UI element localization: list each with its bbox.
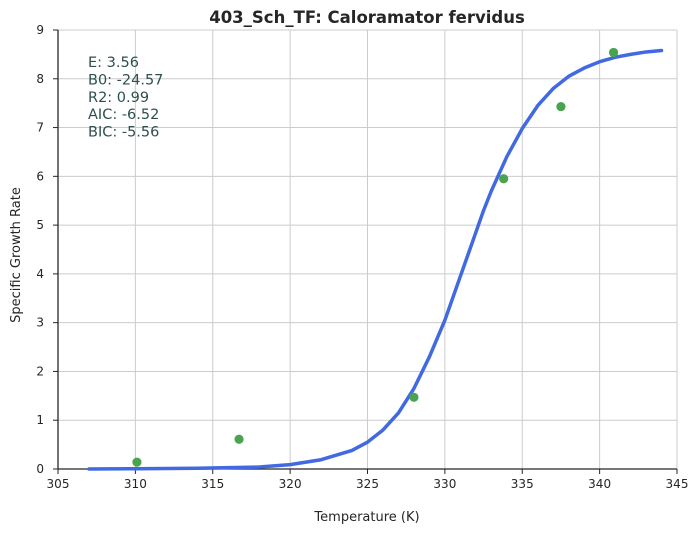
data-point [234,434,244,444]
y-tick-label: 7 [36,121,44,135]
y-tick-label: 6 [36,169,44,183]
y-tick-label: 3 [36,316,44,330]
annotation-line: AIC: -6.52 [88,107,159,123]
annotation-line: E: 3.56 [88,55,139,71]
data-point [556,101,566,112]
y-axis-label: Specific Growth Rate [9,187,24,323]
fit-curve [87,48,664,471]
y-tick-label: 2 [36,364,44,378]
y-tick-label: 0 [36,462,44,476]
annotation-line: BIC: -5.56 [88,125,159,141]
annotation-line: B0: -24.57 [88,72,163,88]
grid [57,29,678,470]
y-tick-labels: 0 1 2 3 4 5 6 7 8 9 [36,23,44,476]
data-point [409,392,419,402]
data-point [499,174,509,184]
x-tick-label: 330 [433,477,456,491]
y-tick-label: 8 [36,72,44,86]
x-tick-label: 345 [666,477,689,491]
x-tick-label: 305 [47,477,70,491]
y-tick-label: 5 [36,218,44,232]
chart-title: 403_Sch_TF: Caloramator fervidus [209,8,525,27]
y-tick-label: 1 [36,413,44,427]
series [87,47,664,471]
x-tick-label: 310 [124,477,147,491]
x-tick-label: 320 [279,477,302,491]
x-axis-label: Temperature (K) [313,510,419,525]
x-tick-label: 335 [511,477,534,491]
x-tick-label: 340 [588,477,611,491]
annotation-line: R2: 0.99 [88,90,149,106]
x-tick-labels: 305 310 315 320 325 330 335 340 345 [47,477,689,491]
data-point [608,47,619,58]
x-tick-label: 315 [201,477,224,491]
y-tick-label: 9 [36,23,44,37]
data-point [132,457,142,467]
y-tick-label: 4 [36,267,44,281]
x-tick-label: 325 [356,477,379,491]
